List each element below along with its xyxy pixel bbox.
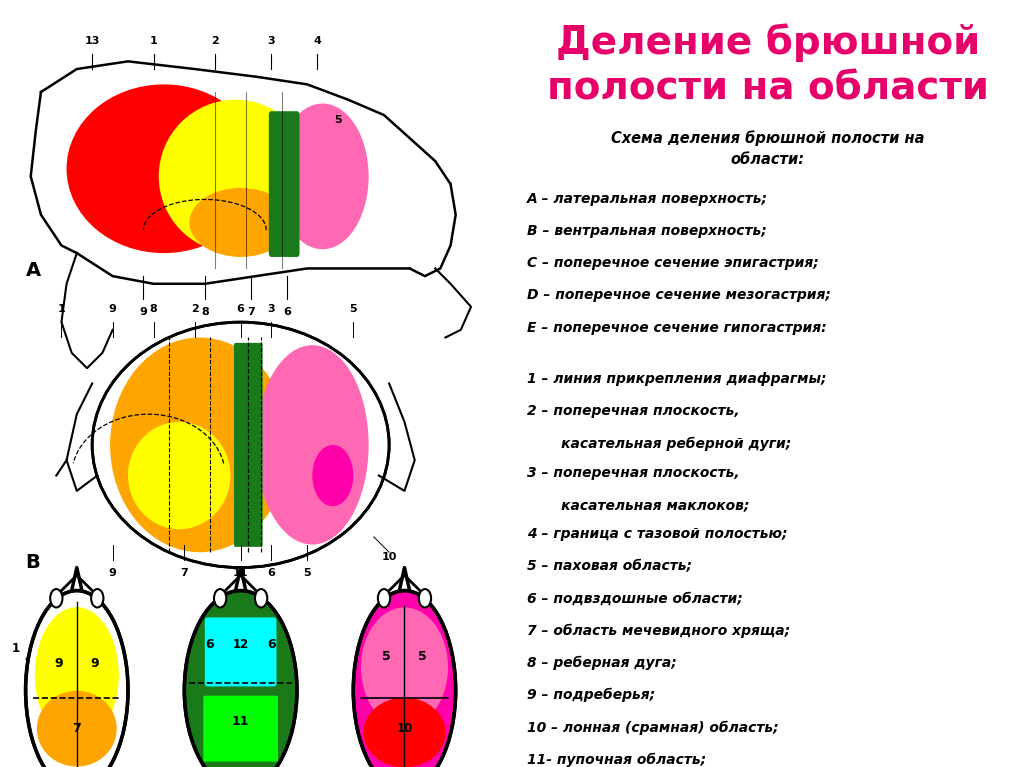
Text: 9: 9 (54, 657, 63, 670)
Text: 11: 11 (232, 568, 249, 578)
Text: касательная маклоков;: касательная маклоков; (527, 498, 750, 512)
Ellipse shape (128, 422, 230, 529)
Text: 6: 6 (283, 307, 291, 317)
Text: 8: 8 (150, 304, 158, 314)
Ellipse shape (312, 445, 353, 506)
Text: 5: 5 (303, 568, 311, 578)
Text: 8 – реберная дуга;: 8 – реберная дуга; (527, 656, 677, 670)
Ellipse shape (364, 698, 445, 767)
Ellipse shape (37, 691, 117, 766)
Text: 7 – область мечевидного хряща;: 7 – область мечевидного хряща; (527, 624, 791, 638)
Text: Деление брюшной
полости на области: Деление брюшной полости на области (547, 23, 989, 107)
Text: 6: 6 (206, 638, 214, 651)
Text: 7: 7 (247, 307, 255, 317)
Text: 7: 7 (73, 723, 81, 736)
FancyBboxPatch shape (205, 617, 276, 686)
Circle shape (91, 589, 103, 607)
Text: 4 – граница с тазовой полостью;: 4 – граница с тазовой полостью; (527, 527, 787, 541)
Text: 10: 10 (381, 552, 397, 562)
Text: Схема деления брюшной полости на
области:: Схема деления брюшной полости на области… (611, 130, 925, 167)
Text: 9 – подреберья;: 9 – подреберья; (527, 688, 655, 703)
Ellipse shape (111, 337, 290, 552)
Ellipse shape (184, 591, 297, 767)
Text: 4: 4 (313, 36, 322, 46)
Text: 8: 8 (201, 307, 209, 317)
Ellipse shape (92, 322, 389, 568)
Text: D – поперечное сечение мезогастрия;: D – поперечное сечение мезогастрия; (527, 288, 831, 302)
Text: 2 – поперечная плоскость,: 2 – поперечная плоскость, (527, 404, 740, 418)
Text: 5: 5 (334, 115, 342, 125)
Text: 11- пупочная область;: 11- пупочная область; (527, 752, 707, 767)
Text: 6: 6 (267, 568, 275, 578)
Text: 10 – лонная (срамная) область;: 10 – лонная (срамная) область; (527, 720, 779, 735)
Text: 5: 5 (382, 650, 391, 663)
Text: 3 – поперечная плоскость,: 3 – поперечная плоскость, (527, 466, 740, 479)
Text: 3: 3 (267, 304, 275, 314)
Ellipse shape (276, 104, 369, 249)
Text: 1: 1 (11, 642, 19, 655)
Text: Е – поперечное сечение гипогастрия:: Е – поперечное сечение гипогастрия: (527, 321, 827, 334)
Ellipse shape (361, 607, 449, 727)
Text: 1: 1 (57, 304, 66, 314)
Ellipse shape (67, 84, 261, 253)
FancyBboxPatch shape (268, 111, 299, 257)
Text: 5: 5 (349, 304, 357, 314)
Text: 5 – паховая область;: 5 – паховая область; (527, 559, 692, 573)
Text: 1 – линия прикрепления диафрагмы;: 1 – линия прикрепления диафрагмы; (527, 372, 826, 386)
Circle shape (50, 589, 62, 607)
Text: B: B (26, 552, 40, 571)
Text: 12: 12 (232, 638, 249, 651)
Text: 1: 1 (150, 36, 158, 46)
Text: С – поперечное сечение эпигастрия;: С – поперечное сечение эпигастрия; (527, 256, 819, 270)
Ellipse shape (189, 188, 292, 257)
Text: 2: 2 (190, 304, 199, 314)
Text: 13: 13 (84, 36, 100, 46)
Text: 7: 7 (180, 568, 188, 578)
Ellipse shape (159, 100, 312, 253)
Text: 9: 9 (90, 657, 99, 670)
Ellipse shape (353, 591, 456, 767)
Circle shape (255, 589, 267, 607)
FancyBboxPatch shape (203, 696, 279, 762)
Text: А – латеральная поверхность;: А – латеральная поверхность; (527, 192, 768, 206)
Text: 6 – подвздошные области;: 6 – подвздошные области; (527, 591, 743, 605)
Text: 10: 10 (396, 723, 413, 736)
Circle shape (214, 589, 226, 607)
Text: 6: 6 (267, 638, 275, 651)
Text: 9: 9 (109, 304, 117, 314)
Text: 6: 6 (237, 304, 245, 314)
Text: 11: 11 (231, 715, 250, 728)
Ellipse shape (35, 607, 119, 742)
Circle shape (419, 589, 431, 607)
Text: 9: 9 (139, 307, 147, 317)
Circle shape (378, 589, 390, 607)
Text: 9: 9 (109, 568, 117, 578)
Text: касательная реберной дуги;: касательная реберной дуги; (527, 436, 792, 451)
Text: 2: 2 (211, 36, 219, 46)
Text: 5: 5 (418, 650, 427, 663)
Ellipse shape (26, 591, 128, 767)
Text: 3: 3 (267, 36, 275, 46)
Text: A: A (26, 261, 41, 280)
Text: В – вентральная поверхность;: В – вентральная поверхность; (527, 224, 767, 238)
FancyBboxPatch shape (233, 343, 262, 547)
Ellipse shape (256, 345, 369, 545)
